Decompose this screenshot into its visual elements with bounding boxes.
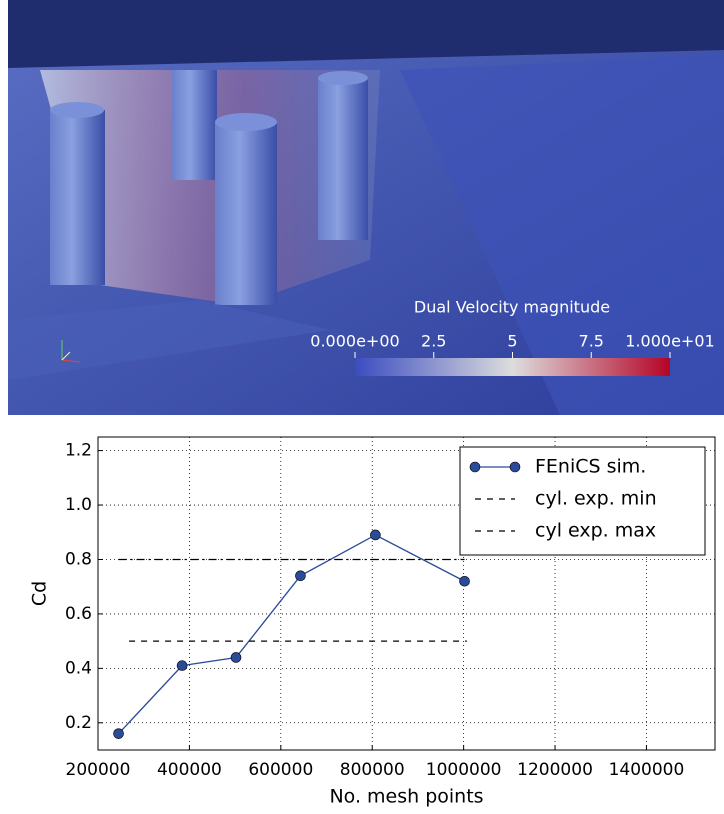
colorbar-title: Dual Velocity magnitude [414, 298, 610, 317]
data-point [370, 530, 380, 540]
page: Dual Velocity magnitude 0.000e+00 2.5 5 7.5… [0, 0, 724, 814]
y-tick-label: 1.2 [65, 441, 92, 461]
x-tick-label: 200000 [66, 760, 131, 780]
y-tick-label: 0.8 [65, 549, 92, 569]
data-point [295, 571, 305, 581]
legend-label: cyl. exp. min [535, 488, 657, 510]
data-point [460, 576, 470, 586]
x-axis-label: No. mesh points [329, 786, 483, 808]
data-point [177, 661, 187, 671]
legend-label: FEniCS sim. [535, 456, 646, 478]
y-tick-label: 0.6 [65, 604, 92, 624]
x-tick-label: 1000000 [426, 760, 502, 780]
render-image: Dual Velocity magnitude [8, 0, 724, 415]
colorbar-tick-label: 5 [507, 332, 517, 351]
data-point [231, 652, 241, 662]
legend-marker [470, 462, 480, 472]
legend-marker [510, 462, 520, 472]
y-axis-label: Cd [29, 581, 51, 606]
colorbar-tick-label: 1.000e+01 [625, 332, 714, 351]
colorbar [355, 358, 670, 376]
y-tick-label: 0.4 [65, 658, 92, 678]
y-tick-label: 1.0 [65, 495, 92, 515]
figure: Dual Velocity magnitude 0.000e+00 2.5 5 7.5… [0, 0, 724, 810]
series-line [119, 535, 465, 734]
y-tick-label: 0.2 [65, 713, 92, 733]
x-tick-label: 600000 [248, 760, 313, 780]
data-point [114, 729, 124, 739]
x-tick-label: 1200000 [517, 760, 593, 780]
x-tick-label: 1400000 [609, 760, 685, 780]
colorbar-tick-label: 7.5 [579, 332, 604, 351]
x-tick-label: 400000 [157, 760, 222, 780]
x-tick-label: 800000 [340, 760, 405, 780]
legend-label: cyl exp. max [535, 520, 656, 542]
colorbar-tick-label: 0.000e+00 [310, 332, 399, 351]
colorbar-tick-label: 2.5 [421, 332, 446, 351]
